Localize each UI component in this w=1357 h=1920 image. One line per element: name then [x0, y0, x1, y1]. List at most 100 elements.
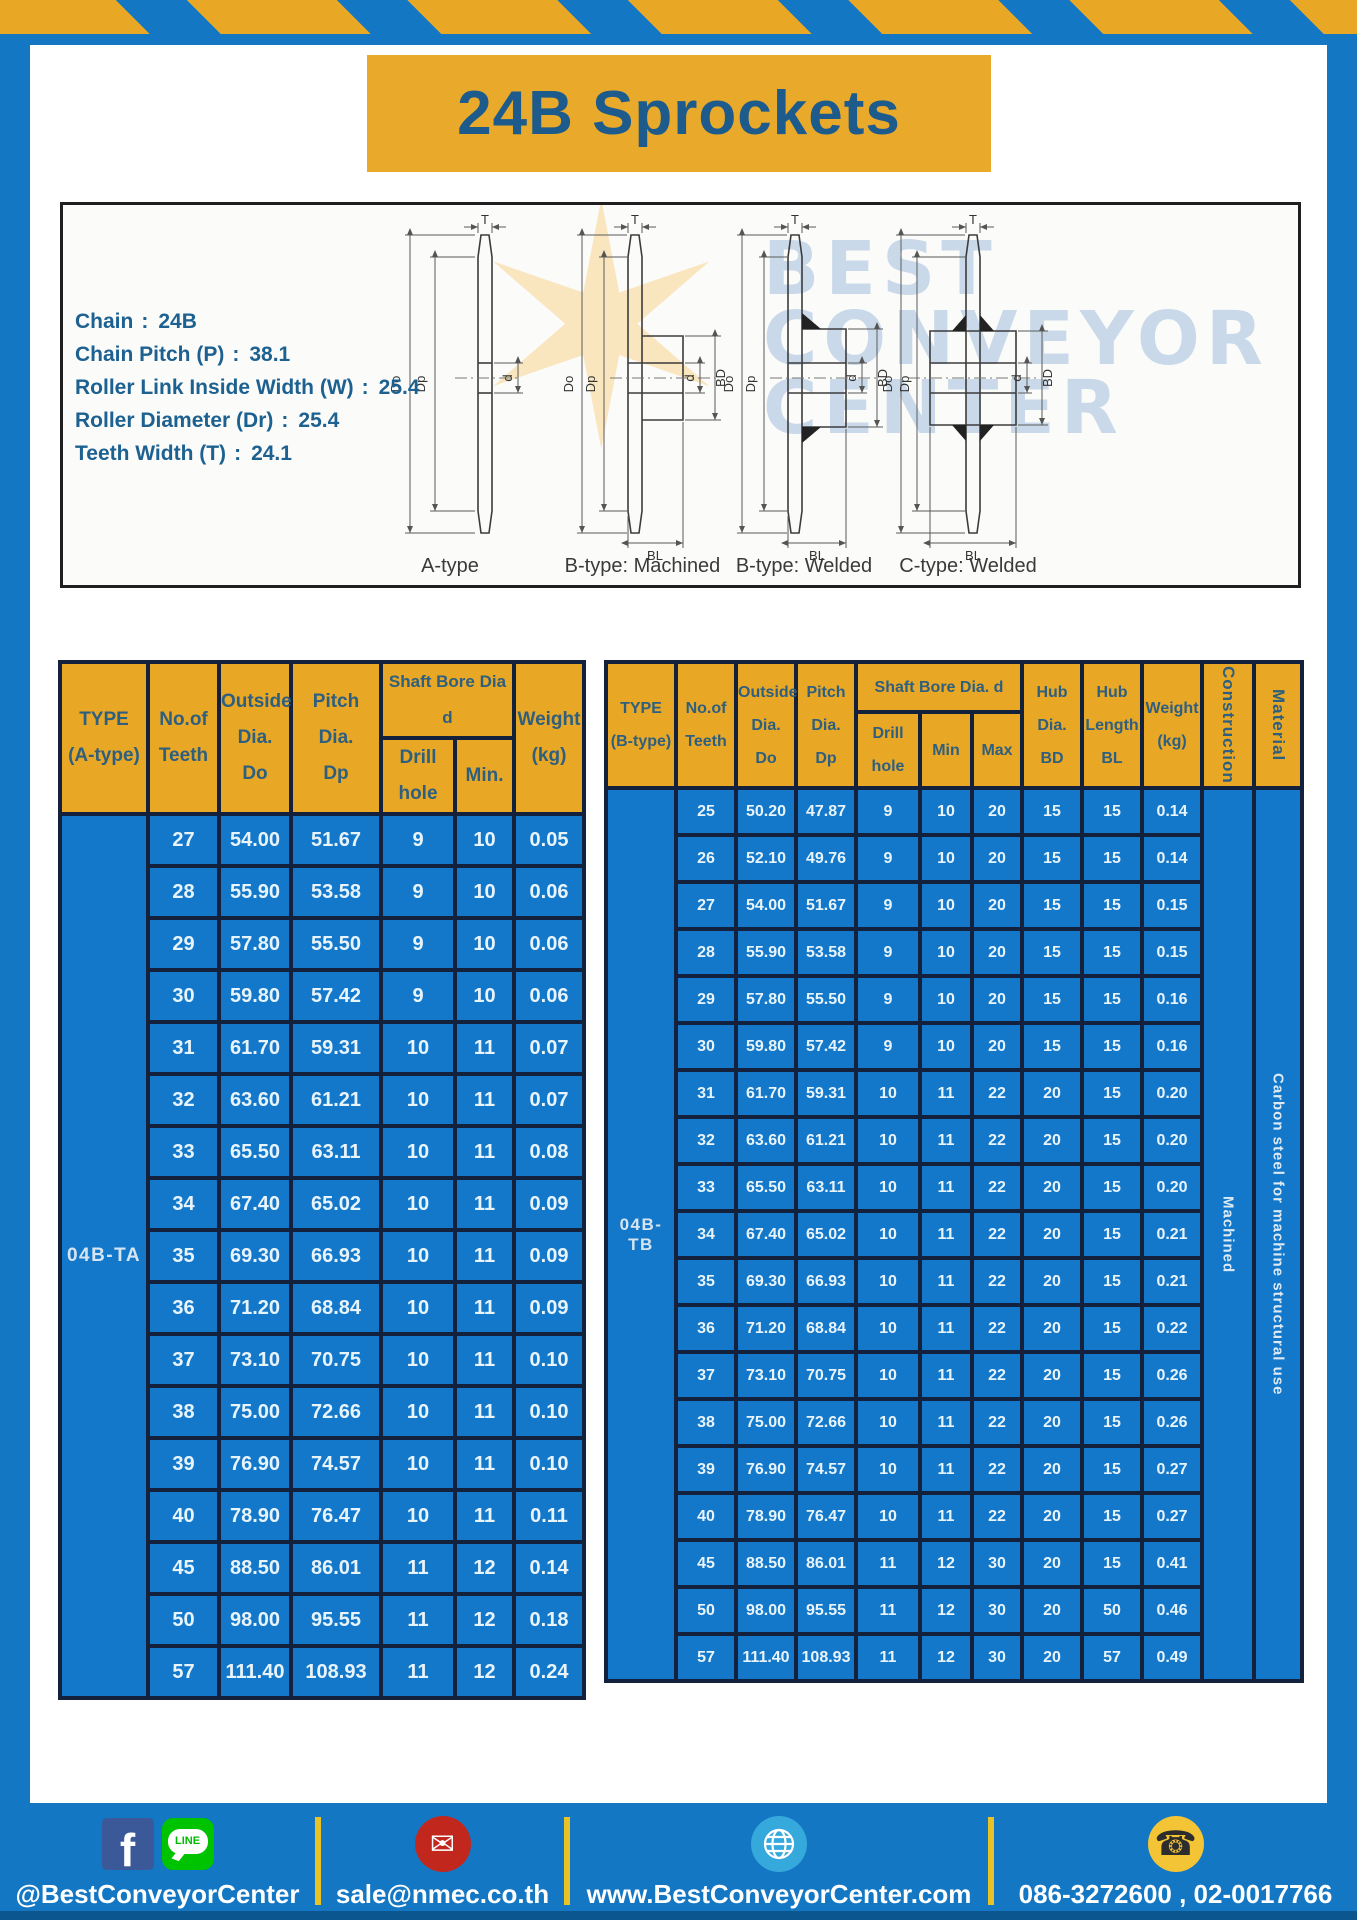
table-cell: 27: [146, 812, 221, 868]
table-row: 31 61.70 59.31 10 11 22 20 15 0.20: [606, 1068, 1302, 1119]
table-cell: 29: [674, 974, 738, 1025]
svg-text:T: T: [631, 212, 639, 227]
table-cell: 15: [1080, 1162, 1145, 1213]
table-cell: 20: [1020, 1632, 1085, 1683]
svg-text:d: d: [682, 374, 697, 381]
table-row: 27 54.00 51.67 9 10 20 15 15 0.15: [606, 880, 1302, 931]
col-header-construction: Construction: [1200, 660, 1257, 790]
table-cell: 15: [1080, 1538, 1145, 1589]
table-cell: 49.76: [794, 833, 858, 884]
sprocket-diagram-b-machined: T Do Dp d BD: [555, 211, 730, 578]
col-header-material: Material: [1252, 660, 1305, 790]
top-stripe-band: [0, 0, 1357, 34]
table-cell: 108.93: [794, 1632, 858, 1683]
table-cell: 86.01: [289, 1540, 383, 1596]
table-cell: 0.10: [512, 1384, 586, 1440]
table-cell: 10: [453, 812, 516, 868]
table-cell: 50: [1080, 1585, 1145, 1636]
table-cell: 11: [918, 1068, 974, 1119]
table-row: 33 65.50 63.11 10 11 0.08: [60, 1124, 586, 1180]
table-cell: 22: [969, 1115, 1025, 1166]
table-cell: 51.67: [289, 812, 383, 868]
table-cell: 11: [918, 1491, 974, 1542]
table-cell: 11: [918, 1209, 974, 1260]
table-row: 57 111.40 108.93 11 12 0.24: [60, 1644, 586, 1700]
table-cell: 28: [146, 864, 221, 920]
table-cell: 20: [1020, 1303, 1085, 1354]
table-cell: 20: [969, 974, 1025, 1025]
svg-text:Dp: Dp: [413, 376, 428, 393]
table-cell: 10: [854, 1209, 922, 1260]
table-cell: 10: [453, 968, 516, 1024]
table-cell: 57.80: [217, 916, 293, 972]
footer-contact-bar: f LINE @BestConveyorCenter ✉ sale@nmec.c…: [0, 1803, 1357, 1920]
col-header-outside-dia: Outside Dia. Do: [217, 660, 293, 816]
table-cell: 0.21: [1140, 1256, 1205, 1307]
table-cell: 111.40: [217, 1644, 293, 1700]
table-cell: 0.08: [512, 1124, 586, 1180]
col-header-shaft-bore: Shaft Bore Dia d: [379, 660, 516, 740]
table-cell: 75.00: [734, 1397, 798, 1448]
table-cell: 57: [674, 1632, 738, 1683]
table-row: 32 63.60 61.21 10 11 22 20 15 0.20: [606, 1115, 1302, 1166]
table-row: 39 76.90 74.57 10 11 0.10: [60, 1436, 586, 1492]
table-row: 31 61.70 59.31 10 11 0.07: [60, 1020, 586, 1076]
svg-text:BL: BL: [965, 548, 981, 563]
table-cell: 65.50: [217, 1124, 293, 1180]
table-cell: 0.20: [1140, 1115, 1205, 1166]
table-row: 26 52.10 49.76 9 10 20 15 15 0.14: [606, 833, 1302, 884]
table-row: 35 69.30 66.93 10 11 0.09: [60, 1228, 586, 1284]
table-cell: 63.60: [217, 1072, 293, 1128]
table-cell: 61.70: [734, 1068, 798, 1119]
table-cell: 0.22: [1140, 1303, 1205, 1354]
col-header-outside-dia: Outside Dia. Do: [734, 660, 798, 790]
table-cell: 20: [1020, 1256, 1085, 1307]
table-cell: 40: [674, 1491, 738, 1542]
table-cell: 37: [146, 1332, 221, 1388]
table-cell: 9: [379, 812, 457, 868]
svg-text:d: d: [500, 374, 515, 381]
table-cell: 50: [146, 1592, 221, 1648]
table-cell: 31: [146, 1020, 221, 1076]
table-cell: 22: [969, 1303, 1025, 1354]
table-cell: 71.20: [217, 1280, 293, 1336]
table-cell: 33: [146, 1124, 221, 1180]
table-cell: 20: [1020, 1115, 1085, 1166]
table-cell: 30: [674, 1021, 738, 1072]
table-cell: 67.40: [734, 1209, 798, 1260]
table-cell: 20: [1020, 1585, 1085, 1636]
table-cell: 15: [1080, 1209, 1145, 1260]
table-cell: 20: [969, 1021, 1025, 1072]
table-cell: 0.09: [512, 1228, 586, 1284]
table-cell: 0.06: [512, 864, 586, 920]
footer-social-section: f LINE @BestConveyorCenter: [0, 1815, 315, 1910]
diagram-caption: B-type: Welded: [735, 555, 873, 577]
table-cell: 88.50: [217, 1540, 293, 1596]
table-cell: 65.02: [289, 1176, 383, 1232]
table-row: 34 67.40 65.02 10 11 22 20 15 0.21: [606, 1209, 1302, 1260]
table-cell: 15: [1080, 927, 1145, 978]
table-cell: 76.47: [794, 1491, 858, 1542]
table-cell: 10: [918, 927, 974, 978]
table-row: 29 57.80 55.50 9 10 20 15 15 0.16: [606, 974, 1302, 1025]
table-cell: 12: [918, 1632, 974, 1683]
table-row: 50 98.00 95.55 11 12 30 20 50 0.46: [606, 1585, 1302, 1636]
table-cell: 10: [453, 916, 516, 972]
table-cell: 88.50: [734, 1538, 798, 1589]
col-header-drill-hole: Drill hole: [854, 710, 922, 790]
table-cell: 28: [674, 927, 738, 978]
table-cell: 0.27: [1140, 1444, 1205, 1495]
table-cell: 0.20: [1140, 1162, 1205, 1213]
table-cell: 29: [146, 916, 221, 972]
page-title: 24B Sprockets: [457, 79, 901, 148]
table-cell: 15: [1080, 1068, 1145, 1119]
table-cell: 0.06: [512, 916, 586, 972]
table-row: 28 55.90 53.58 9 10 20 15 15 0.15: [606, 927, 1302, 978]
table-cell: 10: [854, 1397, 922, 1448]
table-cell: 0.07: [512, 1020, 586, 1076]
table-cell: 10: [379, 1436, 457, 1492]
col-header-type: TYPE (A-type): [58, 660, 150, 816]
table-cell: 15: [1080, 1491, 1145, 1542]
table-cell: 9: [854, 974, 922, 1025]
table-cell: 15: [1020, 880, 1085, 931]
